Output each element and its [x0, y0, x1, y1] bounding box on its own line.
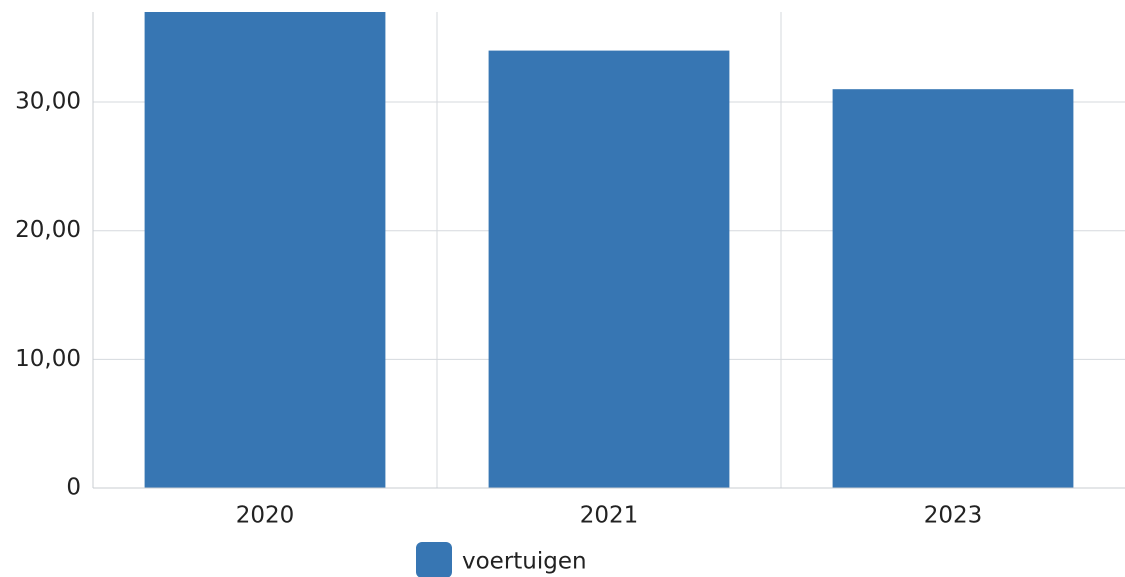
- y-tick-label: 10,00: [15, 346, 81, 372]
- x-tick-label: 2023: [924, 503, 983, 529]
- bar: [488, 50, 730, 488]
- legend-label: voertuigen: [462, 549, 587, 575]
- x-tick-label: 2020: [236, 503, 295, 529]
- y-tick-label: 0: [66, 475, 81, 501]
- y-tick-label: 30,00: [15, 89, 81, 115]
- y-tick-label: 20,00: [15, 217, 81, 243]
- legend-swatch: [416, 542, 452, 577]
- bar: [144, 12, 386, 488]
- bar: [832, 89, 1074, 489]
- x-tick-label: 2021: [580, 503, 639, 529]
